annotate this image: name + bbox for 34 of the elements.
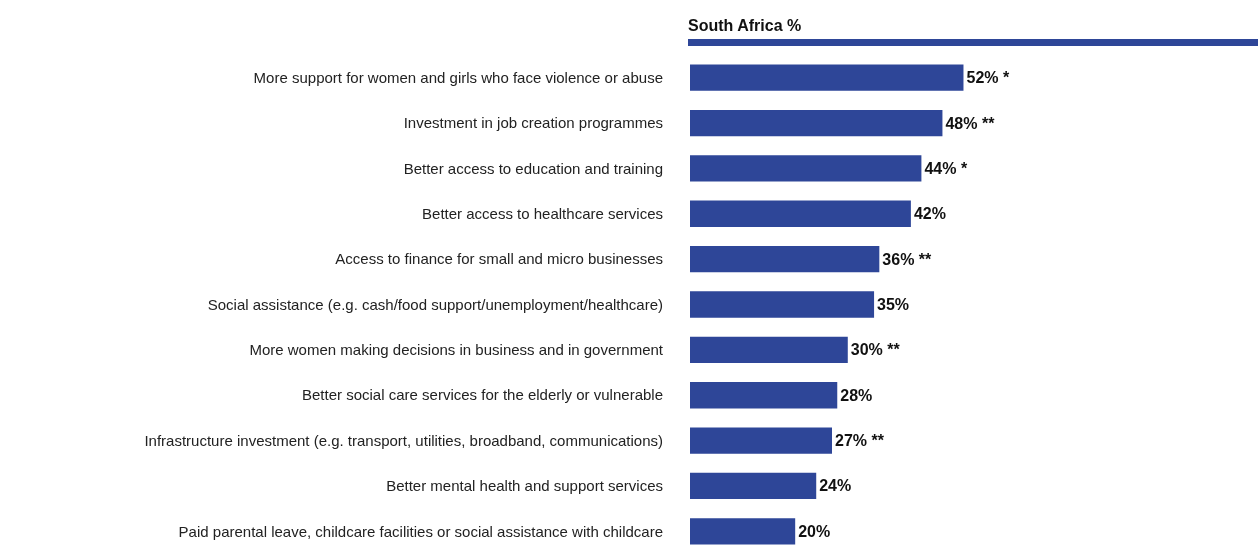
data-label: 44% * bbox=[924, 159, 968, 177]
bar bbox=[690, 64, 964, 91]
y-tick-label: Infrastructure investment (e.g. transport, utilities, broadband, communications) bbox=[144, 431, 663, 449]
bar bbox=[690, 518, 796, 545]
bar bbox=[690, 427, 832, 454]
bar bbox=[690, 200, 911, 227]
data-label: 28% bbox=[840, 386, 873, 404]
data-label: 42% bbox=[913, 205, 946, 223]
bar bbox=[690, 382, 838, 409]
y-tick-label: Investment in job creation programmes bbox=[403, 114, 663, 132]
bar bbox=[690, 109, 943, 137]
bar bbox=[690, 155, 922, 182]
bar bbox=[690, 245, 880, 273]
y-tick-label: Better mental health and support services bbox=[386, 477, 663, 495]
data-label: 48% ** bbox=[945, 114, 996, 132]
data-label: 36% ** bbox=[882, 250, 933, 268]
y-tick-label: Better access to healthcare services bbox=[422, 205, 663, 223]
bar bbox=[690, 336, 848, 364]
data-label: 20% bbox=[798, 522, 831, 540]
data-label: 30% ** bbox=[850, 341, 901, 359]
y-tick-label: Access to finance for small and micro businesses bbox=[335, 250, 663, 268]
data-label: 52% * bbox=[966, 69, 1010, 87]
chart-title: South Africa % bbox=[688, 16, 802, 34]
y-tick-label: More women making decisions in business and in government bbox=[249, 341, 664, 359]
y-tick-label: Better access to education and training bbox=[403, 159, 663, 177]
bar bbox=[690, 291, 875, 318]
bar bbox=[690, 472, 817, 500]
y-tick-label: More support for women and girls who face violence or abuse bbox=[253, 68, 663, 86]
data-label: 27% ** bbox=[835, 432, 885, 450]
y-tick-label: Social assistance (e.g. cash/food support/unemployment/healthcare) bbox=[207, 295, 663, 313]
y-tick-label: Paid parental leave, childcare facilities or social assistance with childcare bbox=[178, 522, 663, 540]
data-label: 35% bbox=[877, 296, 910, 313]
data-label: 24% bbox=[819, 477, 852, 495]
y-tick-label: Better social care services for the elderly or vulnerable bbox=[302, 386, 663, 404]
